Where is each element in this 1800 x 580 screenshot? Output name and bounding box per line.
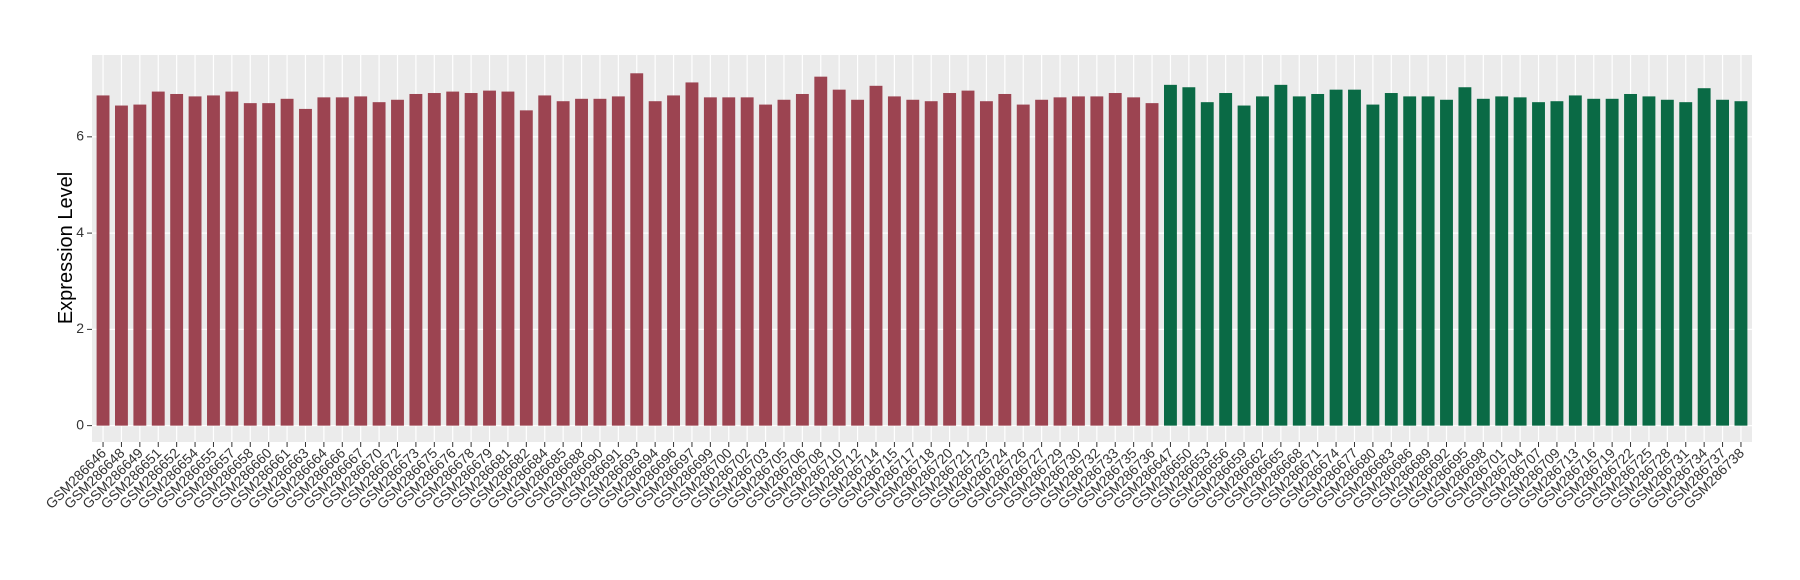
bar xyxy=(483,90,496,426)
bar xyxy=(722,97,736,426)
bar xyxy=(1035,99,1049,426)
bar xyxy=(1605,98,1619,426)
bar xyxy=(427,93,441,426)
bar xyxy=(1164,84,1177,426)
bar xyxy=(556,101,570,426)
bar xyxy=(391,99,404,426)
bar xyxy=(1292,96,1306,426)
bar xyxy=(593,98,607,426)
bar xyxy=(1145,103,1159,426)
bar xyxy=(740,97,754,426)
bar xyxy=(832,89,846,426)
bar xyxy=(1660,99,1674,426)
bar xyxy=(1642,96,1656,426)
bar xyxy=(262,103,276,426)
bar xyxy=(795,93,809,426)
bar xyxy=(924,101,938,426)
bar xyxy=(1513,97,1527,426)
bar xyxy=(1458,87,1472,426)
bar xyxy=(575,98,588,426)
bar xyxy=(1697,88,1711,426)
bar xyxy=(1495,96,1509,426)
bar xyxy=(354,96,368,426)
bar xyxy=(1108,93,1122,426)
bar xyxy=(943,93,957,426)
bar xyxy=(1348,89,1361,426)
y-tick-label: 6 xyxy=(76,128,84,144)
bar xyxy=(648,101,662,426)
bar xyxy=(1440,99,1453,426)
bar xyxy=(335,97,349,426)
bar xyxy=(1311,93,1325,426)
bar xyxy=(887,96,901,426)
y-tick-label: 0 xyxy=(76,416,84,432)
y-axis-title: Expression Level xyxy=(55,172,77,324)
bar xyxy=(170,93,184,426)
bar xyxy=(207,95,220,426)
bar xyxy=(538,95,552,426)
bar xyxy=(961,90,975,426)
bar xyxy=(685,82,699,426)
bar xyxy=(1421,96,1435,426)
bar xyxy=(133,104,147,426)
plot-panel xyxy=(92,55,1752,442)
bar xyxy=(1016,104,1030,426)
bar xyxy=(1237,105,1251,426)
bar xyxy=(115,105,128,426)
bar xyxy=(1274,84,1288,426)
bar xyxy=(1403,96,1417,426)
bar xyxy=(703,97,717,426)
bar xyxy=(1716,99,1729,426)
bar xyxy=(1587,98,1601,426)
bar xyxy=(759,104,773,426)
bar xyxy=(1200,102,1214,426)
bar xyxy=(667,95,680,426)
bar xyxy=(151,91,165,426)
bar xyxy=(1071,96,1085,426)
bar xyxy=(611,96,625,426)
bar xyxy=(630,73,644,426)
y-tick-label: 2 xyxy=(76,320,84,336)
bar xyxy=(372,102,386,426)
y-tick-label: 4 xyxy=(76,224,84,240)
bar xyxy=(501,91,515,426)
bar xyxy=(1090,96,1104,426)
bar xyxy=(243,103,257,426)
bar xyxy=(1679,102,1693,426)
bar xyxy=(906,99,920,426)
bar xyxy=(280,98,294,426)
bar xyxy=(1624,93,1637,426)
bar xyxy=(1476,98,1490,426)
bar xyxy=(299,108,312,426)
bar xyxy=(464,93,478,426)
bar xyxy=(979,101,993,426)
bar xyxy=(317,97,331,426)
bar xyxy=(851,99,865,426)
bar xyxy=(1329,89,1343,426)
bar xyxy=(409,93,423,426)
bar xyxy=(519,110,533,426)
bar xyxy=(1568,95,1582,426)
bar xyxy=(777,99,791,426)
bar xyxy=(998,93,1012,426)
bar xyxy=(1256,96,1269,426)
bar xyxy=(869,85,883,426)
bar xyxy=(96,95,110,426)
bar xyxy=(1366,104,1380,426)
bar xyxy=(1182,87,1196,426)
bar xyxy=(1550,101,1564,426)
bar xyxy=(1532,102,1545,426)
bar xyxy=(1127,97,1141,426)
bar xyxy=(1734,101,1748,426)
bar xyxy=(814,76,828,426)
bar xyxy=(188,96,202,426)
bar xyxy=(1384,93,1398,426)
bar xyxy=(1219,93,1233,426)
bar xyxy=(446,91,460,426)
bar xyxy=(1053,97,1067,426)
bar xyxy=(225,91,239,426)
